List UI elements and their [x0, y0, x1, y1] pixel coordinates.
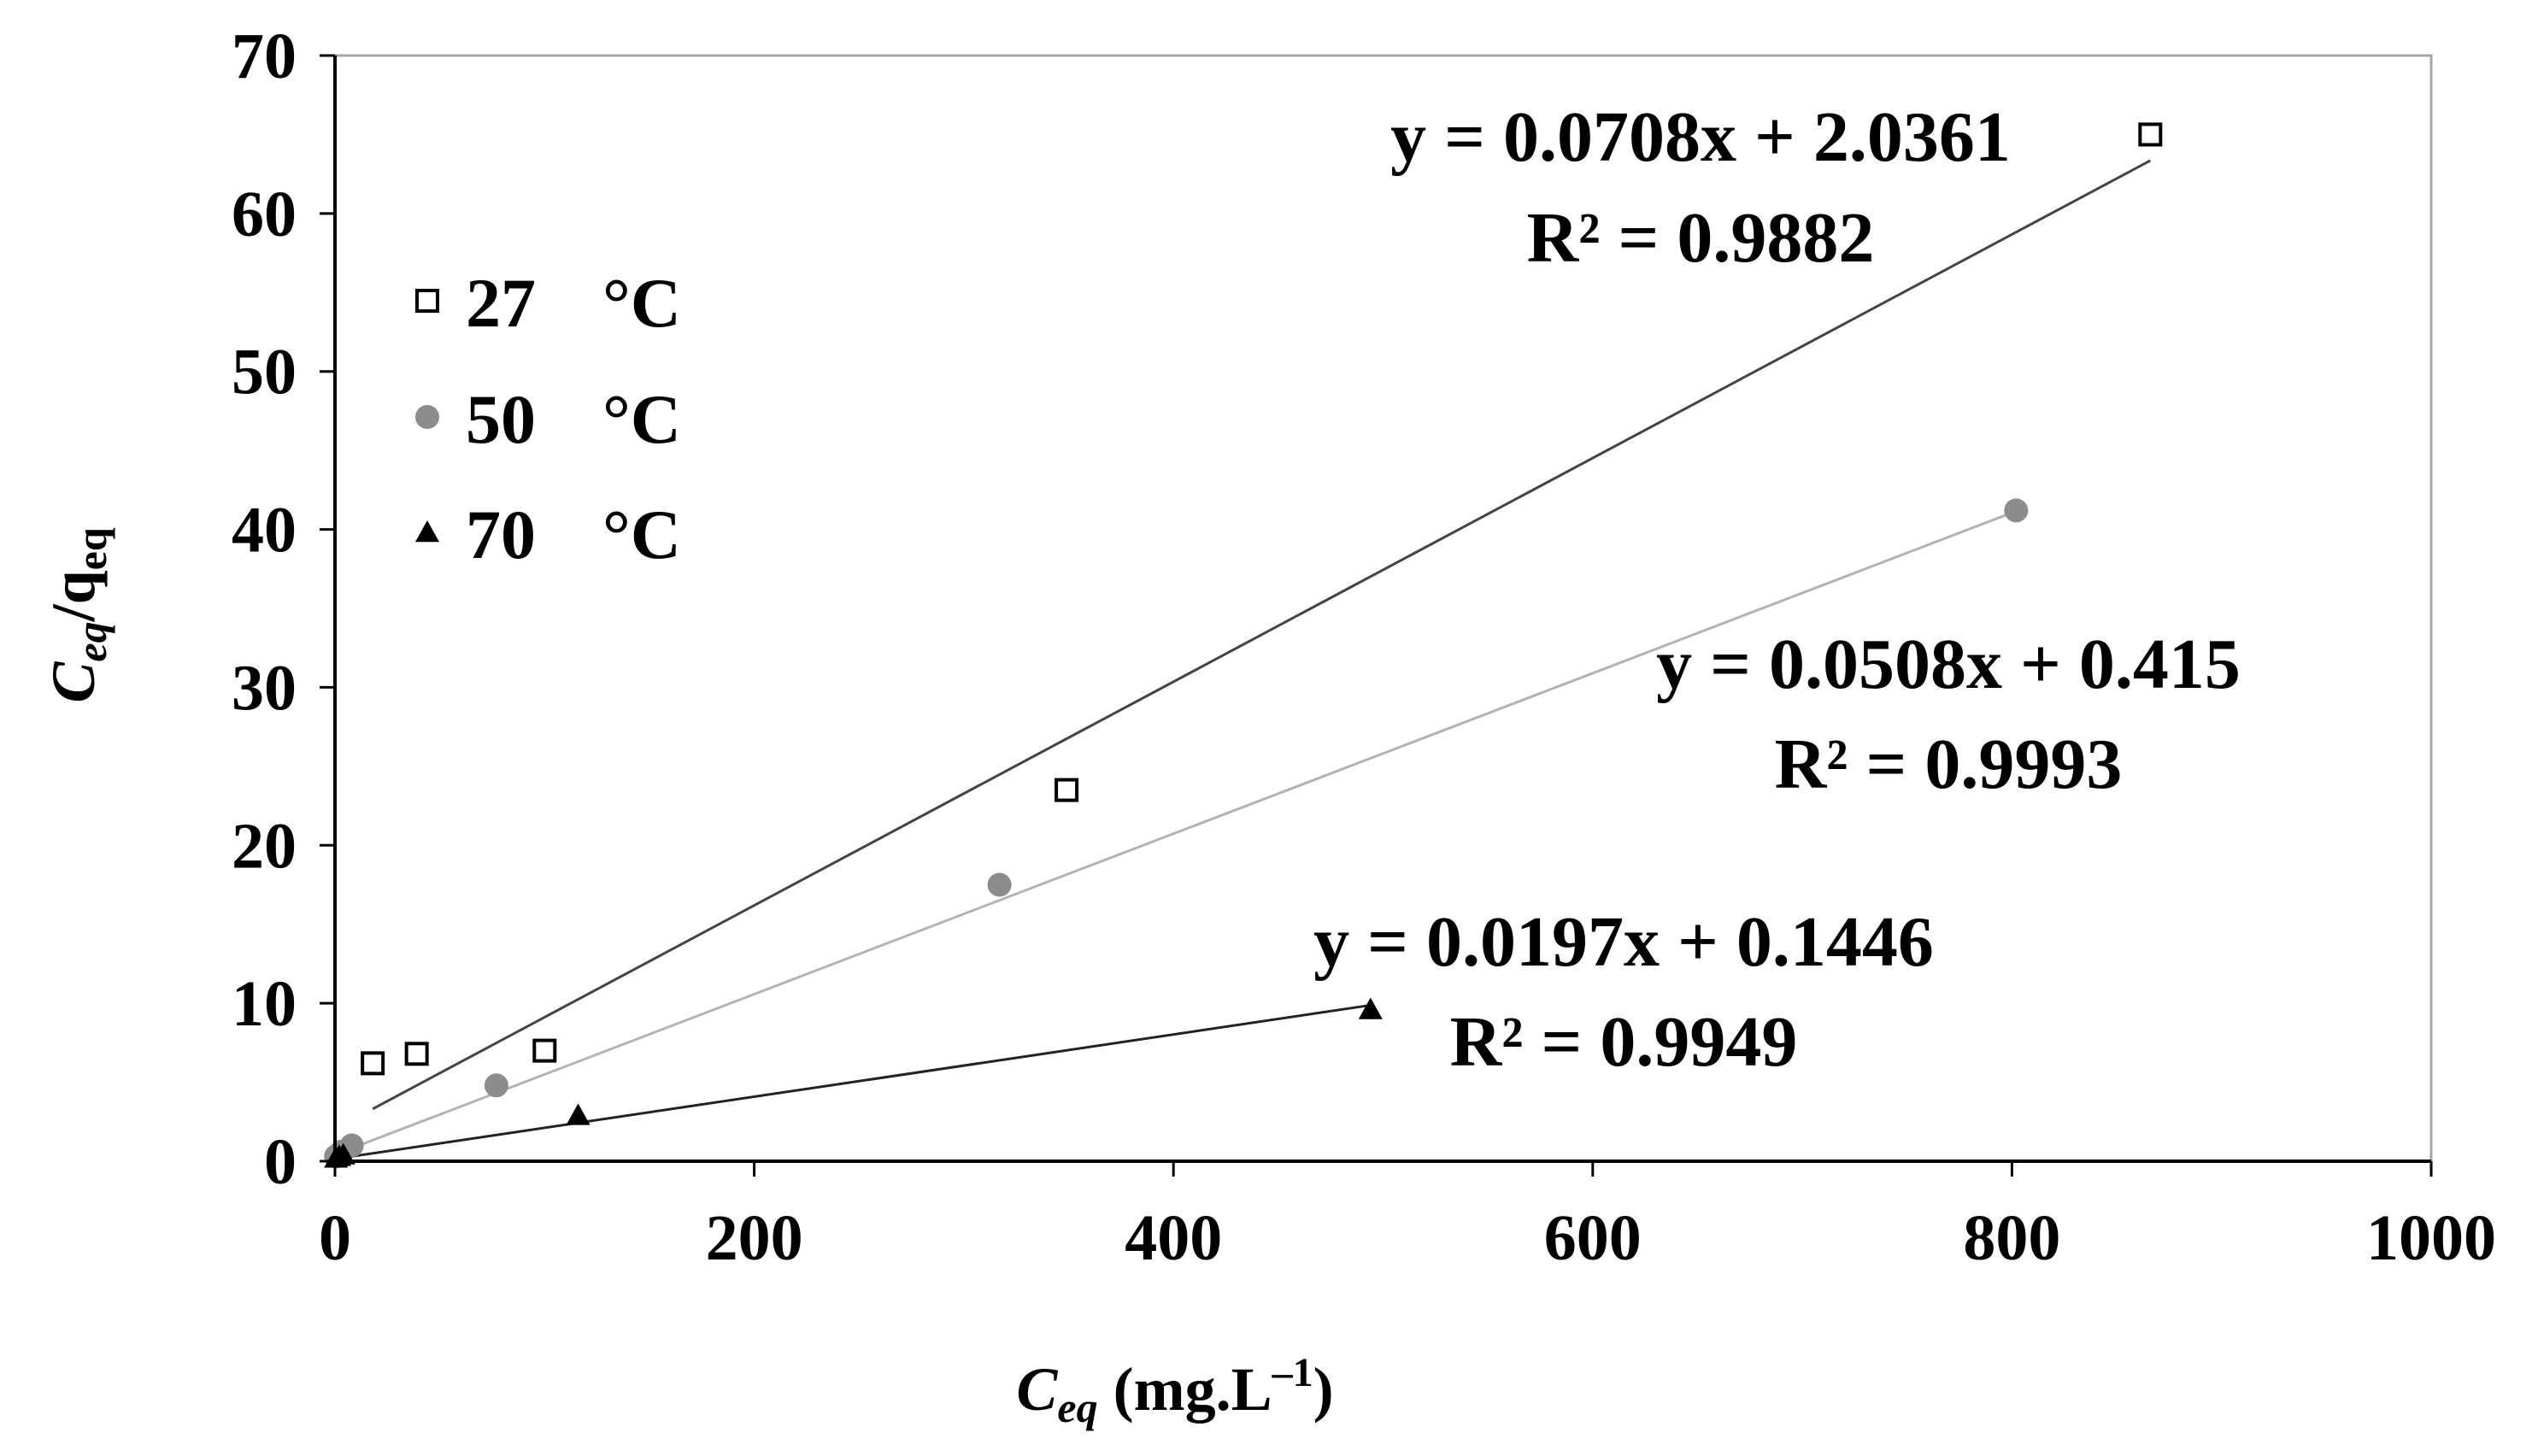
equation-70: y = 0.0197x + 0.1446 — [1313, 902, 1934, 982]
legend-unit-50: °C — [602, 380, 681, 458]
legend-marker-70 — [415, 520, 439, 543]
legend-marker-50 — [415, 405, 439, 429]
trendline-27 — [372, 159, 2152, 1111]
legend-unit-27: °C — [602, 264, 681, 342]
y-tick-label-0: 0 — [264, 1126, 297, 1198]
equation-50: y = 0.0508x + 0.415 — [1656, 625, 2241, 704]
x-tick-label-2: 400 — [1125, 1202, 1222, 1274]
y-tick-label-7: 70 — [232, 21, 297, 92]
y-axis-label: Ceq/qeq — [39, 527, 115, 702]
point-50-4 — [987, 872, 1012, 897]
trendline-70 — [334, 1003, 1372, 1160]
r-squared-70: R² = 0.9949 — [1450, 1002, 1798, 1082]
point-27-0 — [361, 1051, 385, 1076]
point-50-5 — [2004, 498, 2029, 523]
r-squared-50: R² = 0.9993 — [1775, 725, 2123, 804]
x-tick-label-4: 800 — [1963, 1202, 2060, 1274]
legend-marker-27 — [415, 289, 439, 313]
point-70-3 — [566, 1103, 590, 1125]
x-tick-label-0: 0 — [319, 1202, 351, 1274]
point-27-4 — [2138, 122, 2163, 147]
point-27-3 — [1055, 778, 1079, 802]
y-tick-label-2: 20 — [232, 810, 297, 882]
legend-label-50: 50 — [466, 380, 536, 458]
legend-label-27: 27 — [466, 264, 536, 342]
r-squared-27: R² = 0.9882 — [1527, 198, 1875, 278]
plot-area — [333, 54, 2433, 1163]
point-27-2 — [532, 1038, 557, 1063]
point-70-4 — [1358, 997, 1383, 1019]
point-27-1 — [404, 1042, 429, 1066]
y-tick-label-3: 30 — [232, 652, 297, 724]
legend: 27 °C 50 °C 70 °C — [415, 264, 681, 573]
legend-unit-70: °C — [602, 496, 681, 573]
trendline-50 — [334, 509, 2017, 1156]
x-tick-label-5: 1000 — [2366, 1202, 2496, 1274]
legend-label-70: 70 — [466, 496, 536, 573]
point-70-2 — [331, 1142, 355, 1165]
point-50-3 — [484, 1073, 508, 1098]
equation-27: y = 0.0708x + 2.0361 — [1390, 97, 2011, 177]
y-tick-label-6: 60 — [232, 179, 297, 250]
y-tick-label-1: 10 — [232, 968, 297, 1040]
x-tick-label-1: 200 — [706, 1202, 803, 1274]
y-tick-label-4: 40 — [232, 495, 297, 567]
y-tick-label-5: 50 — [232, 337, 297, 408]
x-tick-label-3: 600 — [1544, 1202, 1642, 1274]
x-axis-label: Ceq (mg.L–1) — [1016, 1350, 1333, 1431]
